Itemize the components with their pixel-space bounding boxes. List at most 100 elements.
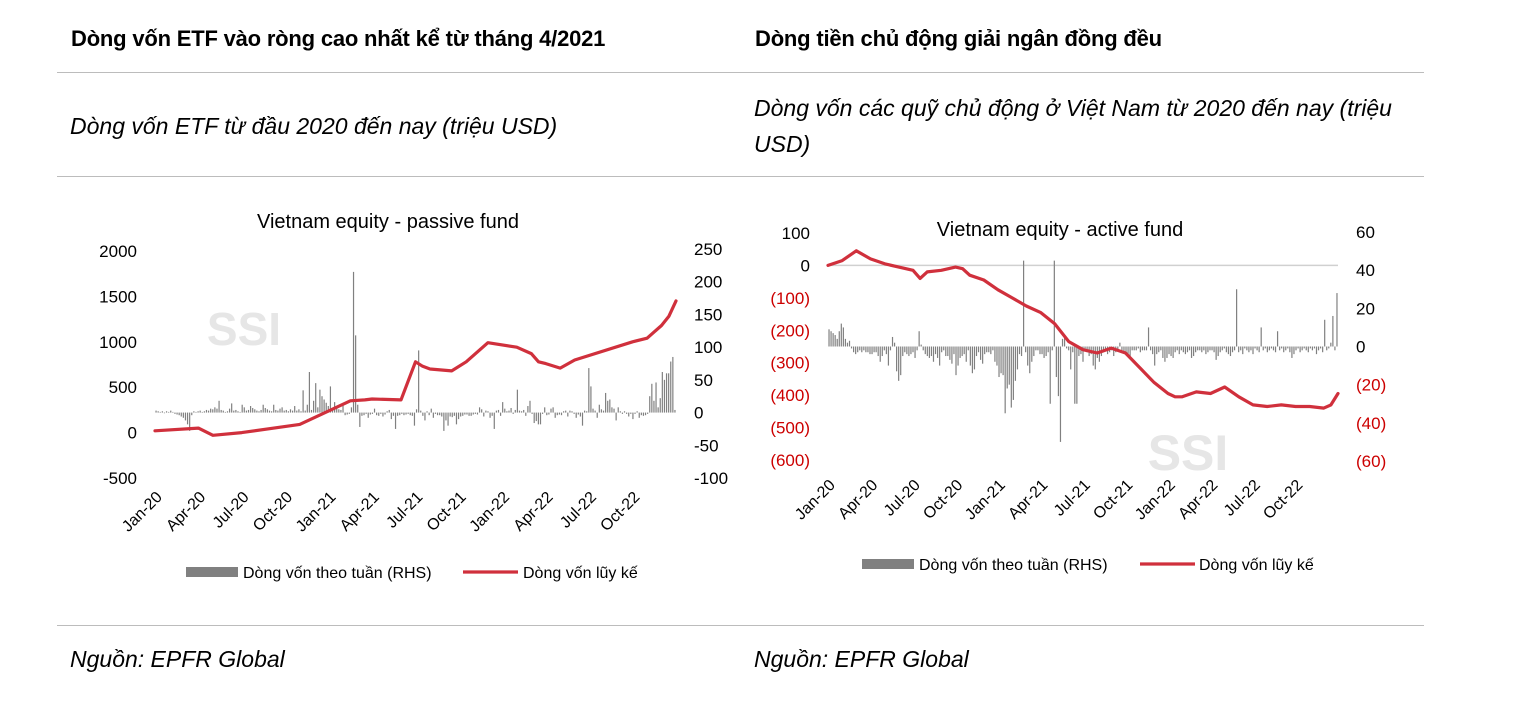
- weekly-flow-bar: [279, 408, 281, 413]
- x-tick-label: Jul-22: [1221, 477, 1264, 520]
- weekly-flow-bar: [924, 346, 926, 355]
- rule-top: [57, 72, 1424, 73]
- weekly-flow-bar: [1274, 346, 1277, 353]
- left-heading: Dòng vốn ETF vào ròng cao nhất kể từ thá…: [71, 26, 606, 51]
- weekly-flow-bar: [556, 412, 558, 416]
- weekly-flow-bar: [1133, 346, 1135, 351]
- weekly-flow-bar: [1018, 346, 1021, 355]
- weekly-flow-bar: [323, 399, 325, 413]
- weekly-flow-bar: [990, 346, 992, 355]
- weekly-flow-bar: [1119, 342, 1121, 347]
- weekly-flow-bar: [294, 406, 296, 413]
- weekly-flow-bar: [1045, 346, 1047, 357]
- weekly-flow-bar: [1012, 346, 1014, 400]
- weekly-flow-bar: [1010, 346, 1012, 408]
- legend-line-label: Dòng vốn lũy kế: [523, 565, 638, 582]
- weekly-flow-bar: [489, 412, 491, 418]
- weekly-flow-bar: [838, 331, 840, 347]
- weekly-flow-bar: [1223, 346, 1225, 349]
- weekly-flow-bar: [634, 412, 636, 414]
- left-source: Nguồn: EPFR Global: [70, 646, 285, 672]
- weekly-flow-bar: [1016, 346, 1019, 370]
- y-right-tick-label: 40: [1356, 261, 1375, 280]
- weekly-flow-bar: [453, 412, 455, 416]
- weekly-flow-bar: [936, 346, 939, 358]
- weekly-flow-bar: [961, 346, 963, 357]
- weekly-flow-bar: [630, 412, 632, 414]
- weekly-flow-bar: [384, 412, 386, 415]
- weekly-flow-bar: [850, 346, 853, 349]
- weekly-flow-bar: [359, 412, 361, 427]
- weekly-flow-bar: [1289, 346, 1291, 353]
- weekly-flow-bar: [988, 346, 990, 353]
- y-left-tick-label: (500): [770, 419, 810, 438]
- weekly-flow-bar: [191, 412, 193, 416]
- weekly-flow-bar: [1211, 346, 1213, 351]
- weekly-flow-bar: [632, 412, 634, 420]
- weekly-flow-bar: [908, 346, 910, 357]
- weekly-flow-bar: [205, 409, 208, 413]
- weekly-flow-bar: [1094, 346, 1096, 370]
- weekly-flow-bar: [1188, 346, 1191, 351]
- weekly-flow-bar: [462, 412, 464, 416]
- weekly-flow-bar: [388, 409, 390, 413]
- weekly-flow-bar: [304, 410, 306, 413]
- weekly-flow-bar: [392, 412, 395, 416]
- weekly-flow-bar: [1244, 346, 1246, 349]
- weekly-flow-bar: [378, 412, 380, 416]
- weekly-flow-bar: [195, 411, 197, 413]
- weekly-flow-bar: [369, 412, 371, 415]
- x-tick-label: Oct-22: [1260, 477, 1306, 523]
- weekly-flow-bar: [967, 346, 969, 351]
- weekly-flow-bar: [918, 331, 920, 347]
- weekly-flow-bar: [628, 412, 630, 417]
- weekly-flow-bar: [218, 400, 220, 413]
- weekly-flow-bar: [857, 346, 859, 353]
- weekly-flow-bar: [270, 411, 273, 413]
- weekly-flow-bar: [266, 409, 268, 413]
- weekly-flow-bar: [867, 346, 869, 353]
- weekly-flow-bar: [579, 412, 582, 417]
- right-source: Nguồn: EPFR Global: [754, 646, 969, 672]
- weekly-flow-bar: [283, 410, 285, 413]
- weekly-flow-bar: [445, 412, 447, 421]
- weekly-flow-bar: [310, 409, 313, 413]
- weekly-flow-bar: [495, 410, 497, 413]
- weekly-flow-bar: [1059, 346, 1062, 442]
- weekly-flow-bar: [441, 412, 443, 417]
- weekly-flow-bar: [859, 346, 861, 351]
- weekly-flow-bar: [1135, 346, 1137, 351]
- weekly-flow-bar: [640, 412, 642, 416]
- weekly-flow-bar: [457, 412, 460, 420]
- x-tick-label: Apr-20: [835, 477, 881, 523]
- weekly-flow-bar: [615, 412, 617, 421]
- weekly-flow-bar: [523, 409, 525, 413]
- weekly-flow-bar: [1186, 346, 1189, 353]
- weekly-flow-bar: [1037, 346, 1039, 351]
- right-subtitle-line2: USD): [754, 131, 811, 157]
- legend-bar-label: Dòng vốn theo tuần (RHS): [919, 557, 1108, 574]
- weekly-flow-bar: [1334, 346, 1336, 351]
- weekly-flow-bar: [1301, 346, 1303, 351]
- weekly-flow-bar: [1168, 346, 1170, 355]
- weekly-flow-bar: [413, 412, 416, 426]
- weekly-flow-bar: [552, 407, 554, 413]
- weekly-flow-bar: [567, 412, 569, 417]
- weekly-flow-bar: [1217, 346, 1219, 357]
- weekly-flow-bar: [893, 342, 896, 347]
- weekly-flow-bar: [415, 409, 418, 413]
- y-left-tick-label: 100: [782, 224, 810, 243]
- weekly-flow-bar: [1291, 346, 1293, 358]
- weekly-flow-bar: [848, 340, 851, 347]
- weekly-flow-bar: [365, 412, 367, 414]
- weekly-flow-bar: [478, 407, 481, 413]
- weekly-flow-bar: [1170, 346, 1172, 357]
- y-left-tick-label: 2000: [99, 242, 137, 261]
- weekly-flow-bar: [1221, 346, 1223, 351]
- weekly-flow-bar: [485, 410, 487, 413]
- weekly-flow-bar: [883, 346, 885, 351]
- right-subtitle-line1: Dòng vốn các quỹ chủ động ở Việt Nam từ …: [754, 95, 1392, 121]
- weekly-flow-bar: [499, 412, 502, 416]
- weekly-flow-bar: [407, 412, 409, 414]
